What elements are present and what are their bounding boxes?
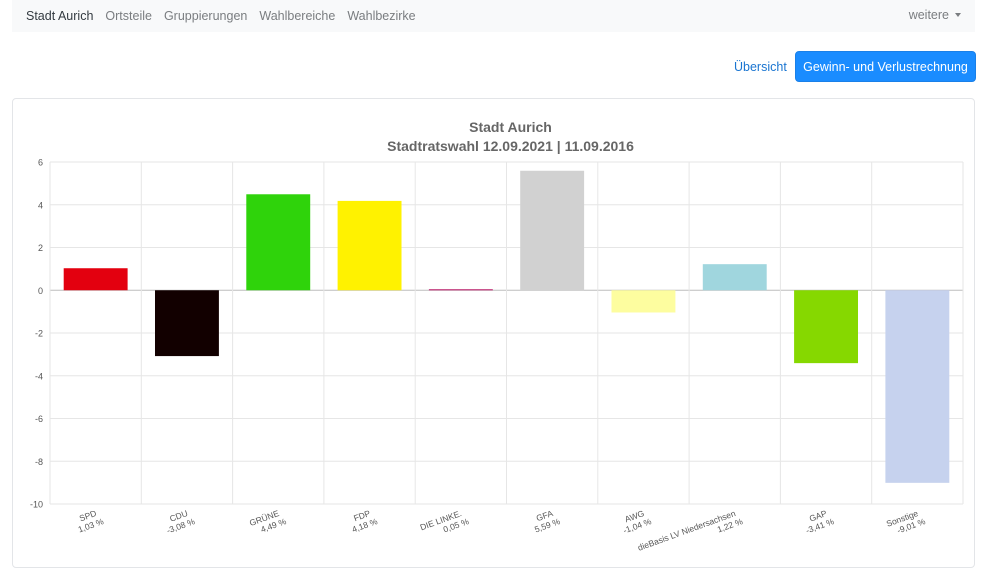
top-navbar: Stadt Aurich Ortsteile Gruppierungen Wah… <box>12 0 975 32</box>
more-dropdown-label: weitere <box>908 8 949 22</box>
bar-0 <box>63 268 128 291</box>
chart-title: Stadt Aurich <box>469 119 552 135</box>
nav-item-ortsteile[interactable]: Ortsteile <box>105 9 152 23</box>
chart-subtitle: Stadtratswahl 12.09.2021 | 11.09.2016 <box>387 138 634 154</box>
y-tick-label: 6 <box>38 158 43 168</box>
x-label-group: GAP-3,41 % <box>804 508 835 536</box>
bar-5 <box>520 170 585 291</box>
nav-item-stadt-aurich[interactable]: Stadt Aurich <box>26 9 94 23</box>
x-label-group: Sonstige-9,01 % <box>885 508 927 536</box>
y-tick-label: -6 <box>35 414 43 424</box>
nav-links: Stadt Aurich Ortsteile Gruppierungen Wah… <box>12 9 428 23</box>
gain-loss-button[interactable]: Gewinn- und Verlustrechnung <box>795 51 976 82</box>
bar-6 <box>611 290 676 313</box>
bar-9 <box>885 290 950 483</box>
y-tick-label: 0 <box>38 286 43 296</box>
x-label-group: CDU-3,08 % <box>165 508 196 535</box>
bar-4 <box>428 289 493 291</box>
y-tick-label: -2 <box>35 329 43 339</box>
bar-1 <box>154 290 219 357</box>
x-label-group: AWG-1,04 % <box>622 508 653 535</box>
caret-down-icon <box>955 13 961 17</box>
x-label-group: DIE LINKE.0,05 % <box>419 508 471 534</box>
bar-3 <box>337 200 402 291</box>
nav-item-wahlbezirke[interactable]: Wahlbezirke <box>347 9 416 23</box>
nav-item-wahlbereiche[interactable]: Wahlbereiche <box>259 9 336 23</box>
y-tick-label: 4 <box>38 200 43 210</box>
bar-chart: 6 4 2 0 -2 -4 -6 -8 -10 Stadt Aurich Stadtratswahl… <box>30 119 964 553</box>
chart-card: 6 4 2 0 -2 -4 -6 -8 -10 Stadt Aurich Stadtratswahl… <box>12 98 975 568</box>
nav-item-gruppierungen[interactable]: Gruppierungen <box>163 9 248 23</box>
bar-8 <box>794 290 859 364</box>
y-tick-label: 2 <box>38 243 43 253</box>
y-tick-label: -10 <box>30 500 43 510</box>
bar-7 <box>702 264 767 291</box>
y-tick-label: -8 <box>35 457 43 467</box>
bar-2 <box>246 194 311 291</box>
y-tick-label: -4 <box>35 371 43 381</box>
more-dropdown[interactable]: weitere <box>909 8 961 22</box>
overview-link[interactable]: Übersicht <box>734 60 787 74</box>
